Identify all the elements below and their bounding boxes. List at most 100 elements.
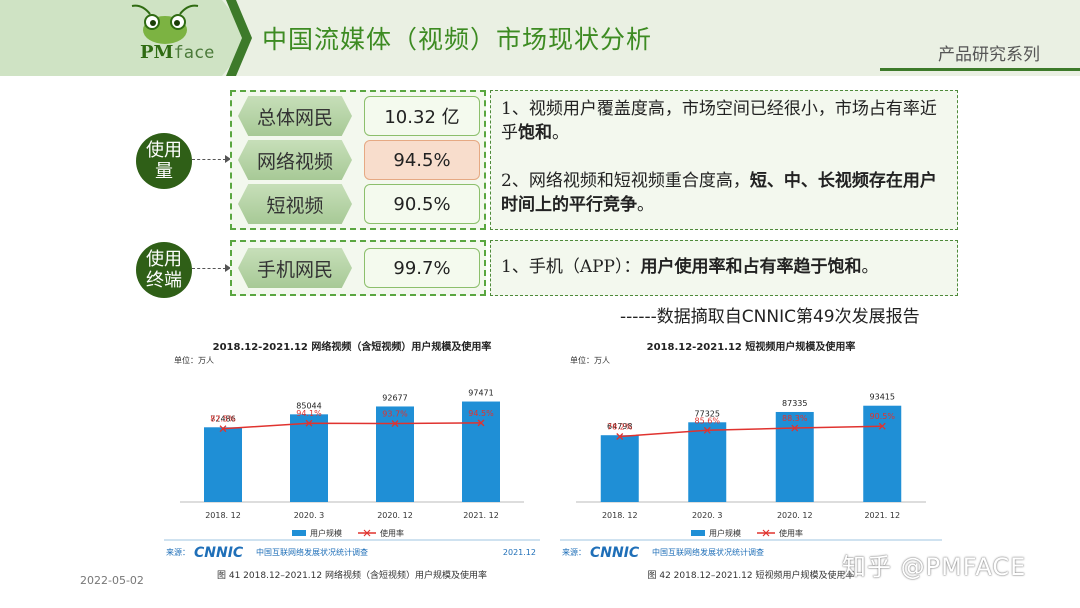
usage-note-box: 1、视频用户覆盖度高，市场空间已经很小，市场占有率近乎饱和。 2、网络视频和短视… [490,90,958,230]
slide-date: 2022-05-02 [80,574,144,587]
terminal-arrow-icon [225,264,231,272]
terminal-note-p1-end: 。 [861,257,879,277]
terminal-note-box: 1、手机（APP）：用户使用率和占有率趋于饱和。 [490,240,958,296]
bar-value-label-1: 77325 [695,409,720,418]
page-title: 中国流媒体（视频）市场现状分析 [262,25,653,54]
rate-point-2 [791,424,799,432]
x-tick-label-3: 2021. 12 [864,511,900,520]
terminal-note-p1: 1、手机（APP）：用户使用率和占有率趋于饱和。 [501,255,947,279]
logo-mantis-icon [131,4,199,44]
usage-label-video: 网络视频 [238,140,352,180]
terminal-circle: 使用 终端 [136,242,192,298]
usage-connector [192,159,226,160]
logo-pm: PM [140,42,174,63]
bar-value-label-3: 97471 [468,389,493,398]
usage-note-p1-text: 1、视频用户覆盖度高，市场空间已经很小，市场占有率近乎 [501,99,937,143]
usage-value-total: 10.32 亿 [364,96,480,136]
bar-value-label-1: 85044 [296,401,321,410]
usage-note-p2-bold: 短、中、长视频存在用户时间上的平行竞争 [501,171,937,215]
legend-bar-swatch [292,530,306,536]
legend-bar-swatch [691,530,705,536]
usage-value-short: 90.5% [364,184,480,224]
source-org: 中国互联网络发展状况统计调查 [652,547,764,557]
rate-value-label-3: 90.5% [870,412,896,421]
bar-value-label-0: 64798 [607,422,632,431]
usage-note-p2: 2、网络视频和短视频重合度高，短、中、长视频存在用户时间上的平行竞争。 [501,169,947,217]
chart-unit-label: 单位：万人 [570,355,610,365]
bar-2 [775,411,814,502]
usage-note-p1-end: 。 [552,123,569,143]
chart-title: 2018.12-2021.12 网络视频（含短视频）用户规模及使用率 [213,340,492,353]
figure-caption: 图 41 2018.12–2021.12 网络视频（含短视频）用户规模及使用率 [217,569,487,581]
chart-panel-video: 2018.12-2021.12 网络视频（含短视频）用户规模及使用率单位：万人 7… [160,326,544,588]
source-label: 来源： [166,548,190,557]
bar-2 [376,406,414,502]
bar-value-label-3: 93415 [870,393,895,402]
legend-line-label: 使用率 [779,528,803,538]
source-org: 中国互联网络发展状况统计调查 [256,547,368,557]
legend-line-marker [762,529,770,537]
usage-note-p2-end: 。 [637,195,654,215]
terminal-connector [192,268,226,269]
x-tick-label-2: 2020. 12 [777,511,813,520]
terminal-note-p1-bold: 用户使用率和占有率趋于饱和 [640,257,862,277]
logo-text: PMface [140,42,214,63]
rate-point-0 [616,433,624,440]
bar-3 [462,401,500,502]
x-tick-label-2: 2020. 12 [377,511,413,520]
rate-value-label-0: 78.2% [607,423,633,432]
chart-title: 2018.12-2021.12 短视频用户规模及使用率 [647,340,856,353]
rate-point-2 [391,420,399,427]
terminal-value-mobile: 99.7% [364,248,480,288]
logo-face: face [173,43,215,63]
rate-value-label-2: 88.3% [782,414,808,423]
chart-unit-label: 单位：万人 [174,355,214,365]
legend-bar-label: 用户规模 [310,528,342,538]
terminal-circle-line1: 使用 [146,249,182,270]
header-chevron [0,0,252,76]
source-note: ------数据摘取自CNNIC第49次发展报告 [620,307,920,327]
figure-caption: 图 42 2018.12–2021.12 短视频用户规模及使用率 [648,569,855,581]
source-label: 来源： [562,548,586,557]
rate-point-1 [703,426,711,434]
rate-value-label-1: 94.1% [296,409,322,418]
usage-arrow-icon [225,155,231,163]
legend-bar-label: 用户规模 [709,528,741,538]
rate-point-1 [305,419,313,427]
x-tick-label-0: 2018. 12 [205,511,241,520]
bar-value-label-2: 92677 [382,393,407,402]
rate-line [222,422,482,430]
bar-1 [290,414,328,502]
source-date: 2021.12 [503,548,536,557]
bar-1 [688,422,727,502]
terminal-circle-line2: 终端 [146,270,182,291]
bar-value-label-0: 72486 [210,414,235,423]
bar-0 [204,427,242,502]
legend-line-marker [363,529,371,537]
rate-value-label-3: 94.5% [468,409,494,418]
rate-line [619,425,883,438]
rate-value-label-0: 87.5% [210,415,236,424]
usage-circle: 使用量 [136,133,192,189]
usage-note-p1: 1、视频用户覆盖度高，市场空间已经很小，市场占有率近乎饱和。 [501,97,947,145]
x-tick-label-0: 2018. 12 [602,511,638,520]
cnnic-logo: CNNIC [590,545,640,561]
usage-note-p1-bold: 饱和 [518,123,552,143]
chart-panel-short: 2018.12-2021.12 短视频用户规模及使用率单位：万人 64798 201… [556,326,946,588]
usage-label-total: 总体网民 [238,96,352,136]
usage-value-video: 94.5% [364,140,480,180]
legend-line-label: 使用率 [380,528,404,538]
x-tick-label-3: 2021. 12 [463,511,499,520]
cnnic-logo: CNNIC [194,545,244,561]
series-underline [880,68,1080,71]
rate-point-3 [477,419,485,427]
rate-point-3 [878,422,886,430]
rate-value-label-1: 85.6% [695,416,721,425]
x-tick-label-1: 2020. 3 [692,511,723,520]
zhihu-watermark: 知乎 @PMFACE [842,553,1027,581]
terminal-label-mobile: 手机网民 [238,248,352,288]
rate-value-label-2: 93.7% [382,410,408,419]
